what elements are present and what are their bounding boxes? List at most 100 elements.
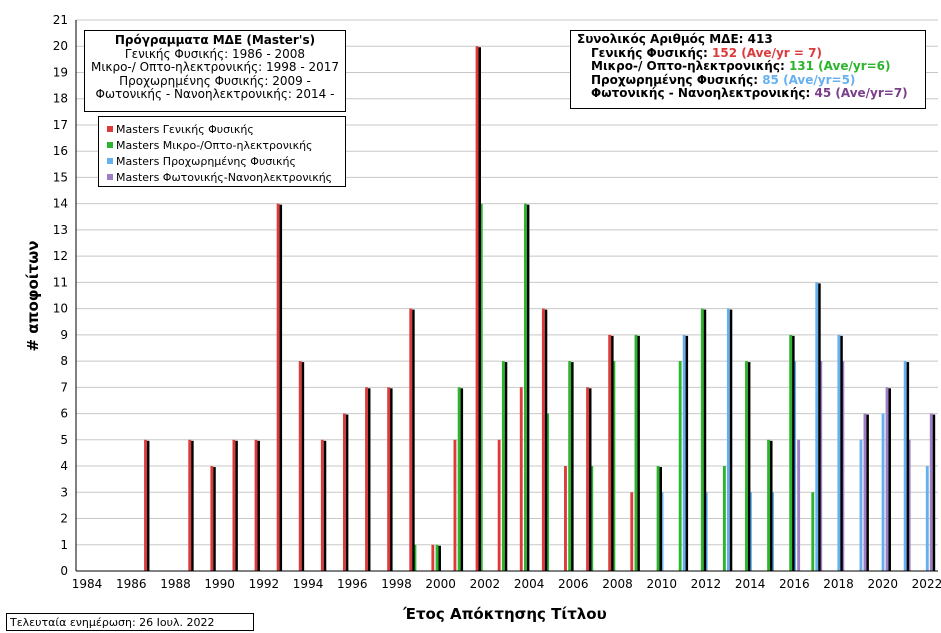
y-tick-label: 21	[53, 13, 68, 27]
bar	[475, 46, 479, 571]
bar-shadow	[279, 204, 283, 571]
x-tick-label: 2004	[514, 577, 545, 591]
bar	[453, 439, 457, 571]
y-tick-label: 7	[60, 380, 68, 394]
y-tick-label: 9	[60, 328, 68, 342]
x-tick-label: 2006	[558, 577, 589, 591]
x-tick-label: 1994	[293, 577, 324, 591]
bar-shadow	[438, 545, 441, 571]
x-tick-label: 1986	[116, 577, 147, 591]
x-tick-labels: 1984 1986 1988 1990 1992 1994 1996 1998 2000 2002…	[72, 577, 941, 591]
bar-shadow	[504, 362, 508, 571]
bar	[590, 466, 594, 571]
bar-shadow	[589, 388, 592, 571]
bar-shadow	[146, 440, 150, 571]
x-tick-label: 2010	[646, 577, 677, 591]
program-info-box: Πρόγραμματα ΜΔΕ (Master's) Γενικής Φυσικ…	[84, 30, 346, 112]
bar	[501, 361, 505, 571]
legend-swatch	[107, 142, 113, 148]
totals-row-value: 131 (Ave/yr=6)	[788, 59, 891, 73]
y-tick-label: 15	[53, 170, 68, 184]
bar	[885, 387, 889, 571]
bar	[907, 439, 911, 571]
y-tick-label: 17	[53, 118, 68, 132]
bar	[435, 544, 439, 571]
x-tick-label: 1998	[381, 577, 412, 591]
bar	[612, 361, 616, 571]
legend-item: Masters Γενικής Φυσικής	[107, 122, 345, 138]
program-info-title: Πρόγραμματα ΜΔΕ (Master's)	[114, 33, 316, 47]
bar-shadow	[213, 467, 216, 571]
bar	[819, 361, 823, 571]
y-tick-label: 8	[60, 354, 68, 368]
bar	[232, 439, 236, 571]
bar	[656, 466, 660, 571]
y-tick-label: 16	[53, 144, 68, 158]
y-tick-label: 14	[53, 197, 68, 211]
program-line: Προχωρημένης Φυσικής: 2009 -	[119, 73, 311, 88]
program-line: Μικρο-/ Οπτο-ηλεκτρονικής: 1998 - 2017	[90, 60, 340, 74]
legend-swatch	[107, 126, 113, 132]
bar	[497, 439, 501, 571]
bar-shadow	[526, 204, 530, 571]
x-tick-label: 2020	[867, 577, 898, 591]
bar	[767, 439, 771, 571]
bar	[188, 439, 192, 571]
bar-shadow	[906, 362, 910, 571]
bar	[564, 466, 567, 571]
bar	[841, 361, 845, 571]
program-line: Φωτονικής - Νανοηλεκτρονικής: 2014 -	[95, 87, 335, 101]
legend-swatch	[107, 158, 113, 164]
bar-shadow	[729, 309, 733, 571]
bar-shadow	[390, 388, 393, 571]
totals-row-label: Μικρο-/ Οπτο-ηλεκτρονικής:	[591, 59, 785, 73]
x-tick-label: 1996	[337, 577, 368, 591]
y-tick-label: 13	[53, 223, 68, 237]
bar	[745, 361, 748, 571]
bar	[797, 439, 801, 571]
bar	[276, 203, 280, 571]
x-tick-label: 2012	[691, 577, 722, 591]
bar	[837, 334, 841, 571]
bar	[929, 413, 933, 571]
bar-shadow	[323, 440, 327, 571]
bar-shadow	[685, 335, 689, 571]
bar	[700, 308, 704, 571]
bar	[903, 361, 907, 571]
y-tick-label: 20	[53, 39, 68, 53]
totals-row: Φωτονικής - Νανοηλεκτρονικής: 45 (Ave/yr…	[577, 86, 925, 101]
bar	[320, 439, 324, 571]
y-tick-label: 4	[60, 459, 68, 473]
bar	[409, 308, 413, 571]
totals-row-label: Προχωρημένης Φυσικής:	[591, 72, 759, 87]
bar	[863, 413, 867, 571]
totals-row: Γενικής Φυσικής: 152 (Ave/yr = 7)	[577, 45, 925, 61]
legend-label: Masters Γενικής Φυσικής	[116, 123, 254, 136]
bar-shadow	[301, 362, 305, 571]
gridlines	[76, 19, 938, 546]
bar-shadow	[235, 440, 238, 571]
bar	[387, 387, 391, 571]
totals-row: Μικρο-/ Οπτο-ηλεκτρονικής: 131 (Ave/yr=6…	[577, 59, 925, 74]
y-tick-label: 6	[60, 407, 68, 421]
x-tick-label: 2022	[912, 577, 941, 591]
bar	[722, 466, 726, 571]
bar	[413, 544, 417, 571]
y-tick-label: 11	[53, 275, 68, 289]
bar	[541, 308, 545, 571]
x-tick-label: 1988	[160, 577, 191, 591]
bar	[431, 544, 435, 571]
bar-shadow	[571, 362, 574, 571]
axes	[75, 20, 938, 572]
bar	[704, 492, 708, 571]
legend-swatch	[107, 174, 113, 180]
totals-row-label: Γενικής Φυσικής:	[591, 45, 708, 60]
bar	[771, 492, 774, 571]
bar	[568, 361, 572, 571]
x-axis-label: Έτος Απόκτησης Τίτλου	[402, 605, 606, 623]
bar	[519, 387, 523, 571]
bar	[524, 203, 527, 571]
legend-label: Masters Φωτονικής-Νανοηλεκτρονικής	[116, 171, 333, 184]
